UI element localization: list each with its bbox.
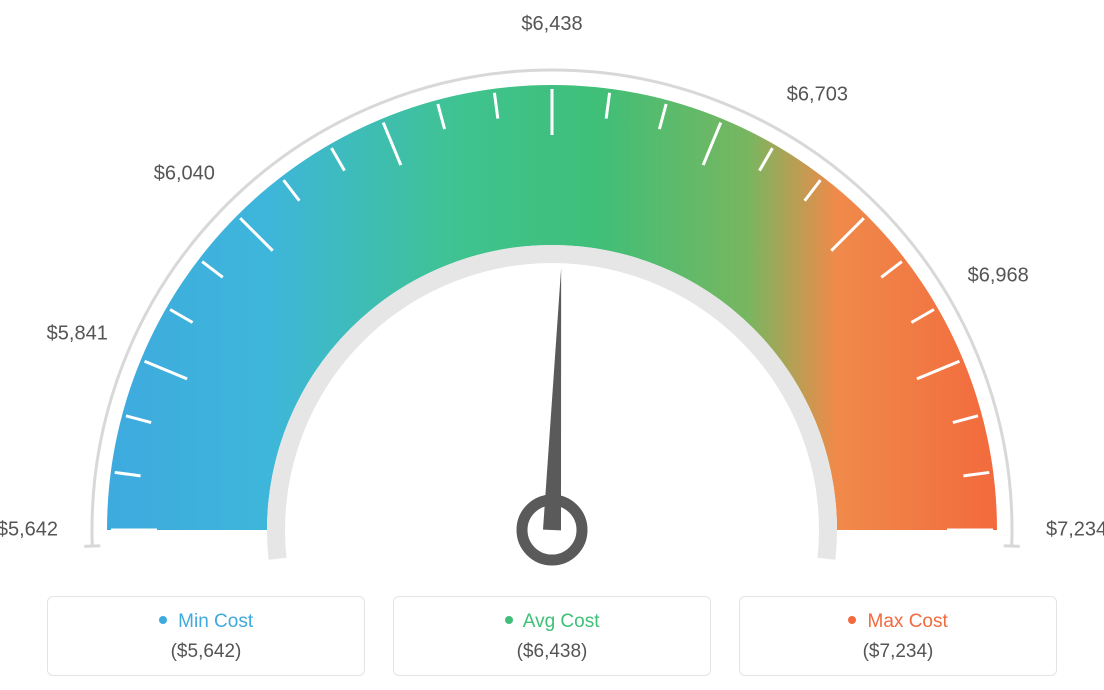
legend-title-min: Min Cost <box>48 611 364 633</box>
gauge-scale-label: $5,642 <box>0 519 58 542</box>
gauge-scale-label: $6,438 <box>521 13 582 36</box>
legend-value-max: ($7,234) <box>740 641 1056 663</box>
gauge-scale-label: $5,841 <box>47 323 108 346</box>
legend-title-max-text: Max Cost <box>868 611 948 632</box>
legend-value-avg: ($6,438) <box>394 641 710 663</box>
legend-dot-max <box>848 616 856 624</box>
gauge-scale-label: $6,703 <box>787 84 848 107</box>
legend-card-avg: Avg Cost ($6,438) <box>393 596 711 676</box>
legend-title-min-text: Min Cost <box>178 611 253 632</box>
gauge-svg <box>42 30 1062 570</box>
gauge-scale-label: $6,040 <box>154 162 215 185</box>
legend-card-min: Min Cost ($5,642) <box>47 596 365 676</box>
cost-gauge-widget: $5,642 $5,841 $6,040 $6,438 $6,703 $6,968 $7,2… <box>0 0 1104 690</box>
legend-card-max: Max Cost ($7,234) <box>739 596 1057 676</box>
legend-title-avg: Avg Cost <box>394 611 710 633</box>
legend-row: Min Cost ($5,642) Avg Cost ($6,438) Max … <box>0 596 1104 676</box>
gauge-area: $5,642 $5,841 $6,040 $6,438 $6,703 $6,968 $7,2… <box>0 0 1104 548</box>
gauge-scale-label: $7,234 <box>1046 519 1104 542</box>
gauge-scale-label: $6,968 <box>968 265 1029 288</box>
legend-dot-min <box>159 616 167 624</box>
legend-title-max: Max Cost <box>740 611 1056 633</box>
legend-title-avg-text: Avg Cost <box>523 611 600 632</box>
legend-dot-avg <box>505 616 513 624</box>
legend-value-min: ($5,642) <box>48 641 364 663</box>
